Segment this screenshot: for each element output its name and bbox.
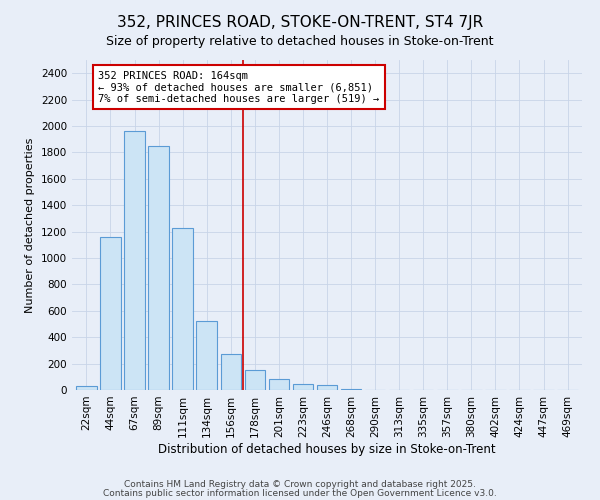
Bar — [221, 354, 241, 390]
Text: 352 PRINCES ROAD: 164sqm
← 93% of detached houses are smaller (6,851)
7% of semi: 352 PRINCES ROAD: 164sqm ← 93% of detach… — [98, 70, 380, 104]
Bar — [76, 386, 97, 390]
X-axis label: Distribution of detached houses by size in Stoke-on-Trent: Distribution of detached houses by size … — [158, 442, 496, 456]
Bar — [100, 237, 121, 390]
Bar — [196, 322, 217, 390]
Bar — [124, 132, 145, 390]
Text: 352, PRINCES ROAD, STOKE-ON-TRENT, ST4 7JR: 352, PRINCES ROAD, STOKE-ON-TRENT, ST4 7… — [117, 15, 483, 30]
Bar — [269, 379, 289, 390]
Bar — [172, 228, 193, 390]
Text: Contains HM Land Registry data © Crown copyright and database right 2025.: Contains HM Land Registry data © Crown c… — [124, 480, 476, 489]
Bar — [317, 386, 337, 390]
Bar — [245, 370, 265, 390]
Bar — [293, 384, 313, 390]
Y-axis label: Number of detached properties: Number of detached properties — [25, 138, 35, 312]
Bar — [148, 146, 169, 390]
Text: Contains public sector information licensed under the Open Government Licence v3: Contains public sector information licen… — [103, 488, 497, 498]
Text: Size of property relative to detached houses in Stoke-on-Trent: Size of property relative to detached ho… — [106, 35, 494, 48]
